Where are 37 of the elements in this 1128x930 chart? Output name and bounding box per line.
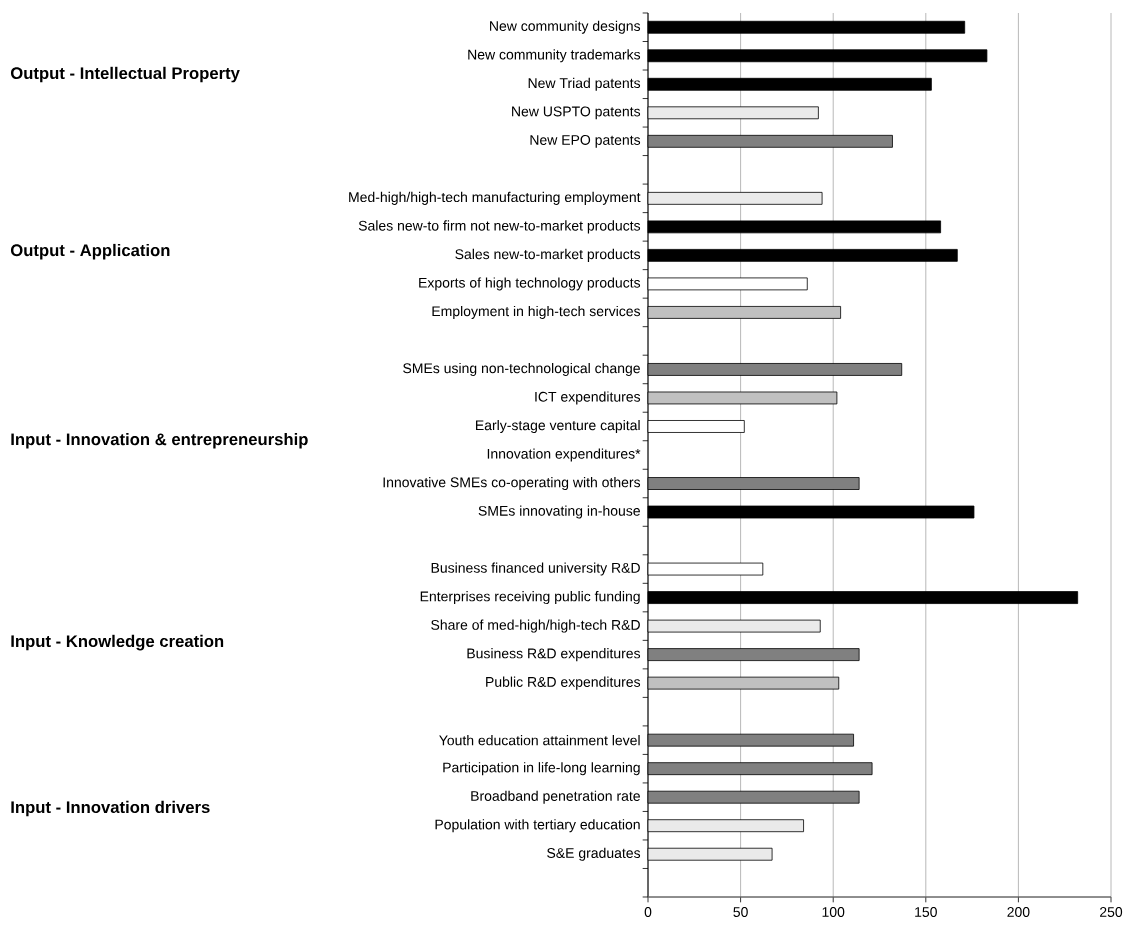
text: Input - Innovation & entrepreneurship — [11, 432, 308, 449]
y-tick-label: Innovative SMEs co-operating with others — [383, 476, 641, 491]
y-tick-label: Innovation expenditures* — [487, 448, 641, 462]
y-tick-label: Business financed university R&D — [431, 562, 640, 576]
y-tick-label: Enterprises receiving public funding — [420, 591, 640, 605]
y-tick-label: Youth education attainment level — [439, 735, 640, 746]
y-tick-label: Public R&D expenditures — [486, 676, 641, 690]
y-tick-label: SMEs innovating in-house — [478, 505, 640, 519]
y-tick-label: New Triad patents — [528, 77, 641, 91]
y-tick-label: Employment in high-tech services — [432, 305, 641, 319]
y-tick-label: Population with tertiary education — [435, 819, 640, 833]
text: Output - Intellectual Property — [10, 66, 240, 83]
y-tick-label: Early-stage venture capital — [476, 419, 640, 434]
text: Output - Application — [10, 243, 170, 260]
x-tick-label: 100 — [822, 907, 845, 917]
x-tick-label: 50 — [733, 907, 748, 917]
y-tick-label: Participation in life-long learning — [443, 762, 640, 776]
text: Input - Knowledge creation — [11, 634, 224, 651]
text: Input - Innovation drivers — [11, 800, 210, 817]
y-tick-label: Share of med-high/high-tech R&D — [431, 619, 640, 633]
x-tick-label: 150 — [915, 907, 937, 917]
x-tick-label: 250 — [1100, 907, 1123, 917]
y-tick-label: Broadband penetration rate — [471, 790, 640, 804]
x-tick-label: 0 — [644, 907, 652, 917]
y-tick-label: Sales new-to-market products — [455, 248, 641, 262]
y-tick-label: New USPTO patents — [512, 106, 641, 120]
y-tick-label: Business R&D expenditures — [467, 648, 641, 662]
y-tick-label: New EPO patents — [530, 134, 641, 148]
y-tick-label: ICT expenditures — [535, 391, 641, 405]
y-tick-label: New community designs — [490, 20, 641, 34]
y-tick-label: Sales new-to firm not new-to-market products — [358, 220, 641, 234]
x-tick-label: 200 — [1007, 907, 1030, 917]
y-tick-label: SMEs using non-technological change — [403, 362, 640, 376]
y-tick-label: S&E graduates — [547, 847, 641, 861]
y-tick-label: New community trademarks — [468, 49, 641, 63]
y-tick-label: Med-high/high-tech manufacturing employment — [349, 191, 641, 205]
y-tick-label: Exports of high technology products — [419, 277, 641, 291]
